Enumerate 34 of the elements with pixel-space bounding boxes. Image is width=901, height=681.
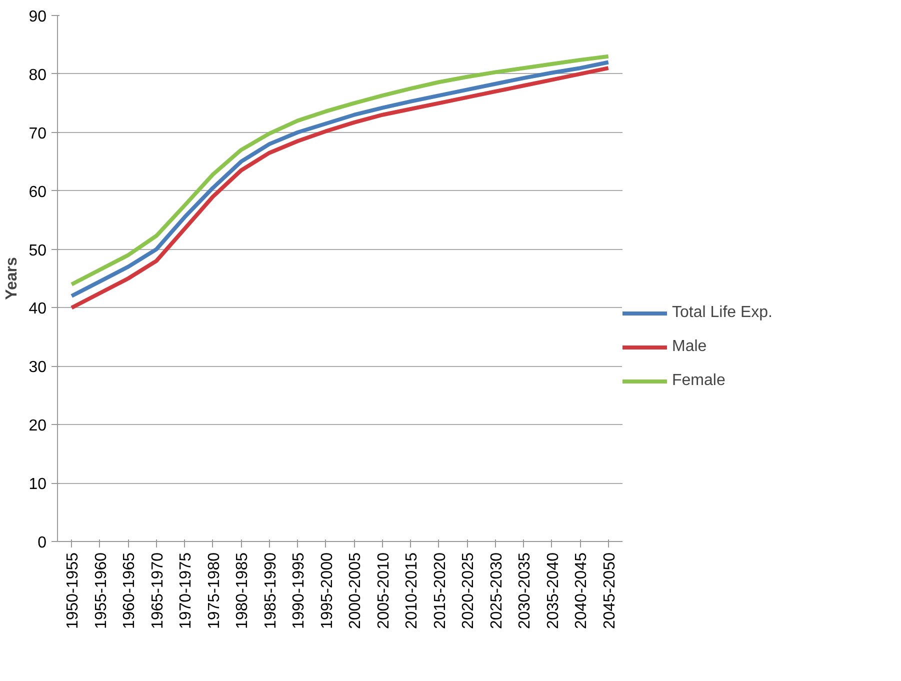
- x-tick-label: 2015-2020: [432, 552, 449, 630]
- x-tick-label: 1985-1990: [262, 552, 280, 630]
- y-axis-title: Years: [4, 257, 21, 300]
- x-tick-label: 1975-1980: [206, 552, 223, 630]
- y-tick-label: 0: [38, 534, 47, 552]
- x-tick-label: 2030-2035: [516, 552, 534, 630]
- x-tick-label: 2025-2030: [488, 552, 506, 630]
- x-tick-label: 2020-2025: [460, 552, 478, 630]
- x-tick-label: 1995-2000: [318, 552, 336, 630]
- y-tick-label: 90: [28, 8, 47, 26]
- y-tick-label: 10: [28, 476, 47, 494]
- y-tick-label: 80: [28, 66, 47, 84]
- x-tick-label: 1980-1985: [234, 552, 252, 630]
- legend-label: Total Life Exp.: [672, 304, 772, 322]
- y-tick-label: 30: [28, 359, 47, 376]
- x-tick-label: 1960-1965: [121, 552, 138, 630]
- x-tick-label: 2040-2045: [573, 552, 590, 630]
- y-tick-label: 60: [28, 184, 47, 201]
- x-tick-label: 1955-1960: [92, 552, 110, 630]
- x-tick-label: 1965-1970: [149, 552, 166, 630]
- x-tick-label: 2010-2015: [404, 552, 421, 630]
- legend-label: Female: [672, 372, 726, 390]
- y-tick-label: 70: [28, 125, 47, 142]
- x-tick-label: 2005-2010: [375, 552, 392, 630]
- y-tick-label: 20: [28, 418, 47, 435]
- legend-label: Male: [672, 338, 707, 356]
- x-tick-label: 1950-1955: [64, 552, 82, 630]
- x-tick-label: 2045-2050: [601, 552, 618, 630]
- x-tick-label: 2035-2040: [544, 552, 562, 630]
- x-tick-label: 2000-2005: [347, 552, 364, 630]
- x-tick-label: 1970-1975: [178, 552, 195, 630]
- y-tick-label: 50: [28, 242, 47, 260]
- x-tick-label: 1990-1995: [290, 552, 308, 630]
- y-tick-label: 40: [28, 300, 47, 318]
